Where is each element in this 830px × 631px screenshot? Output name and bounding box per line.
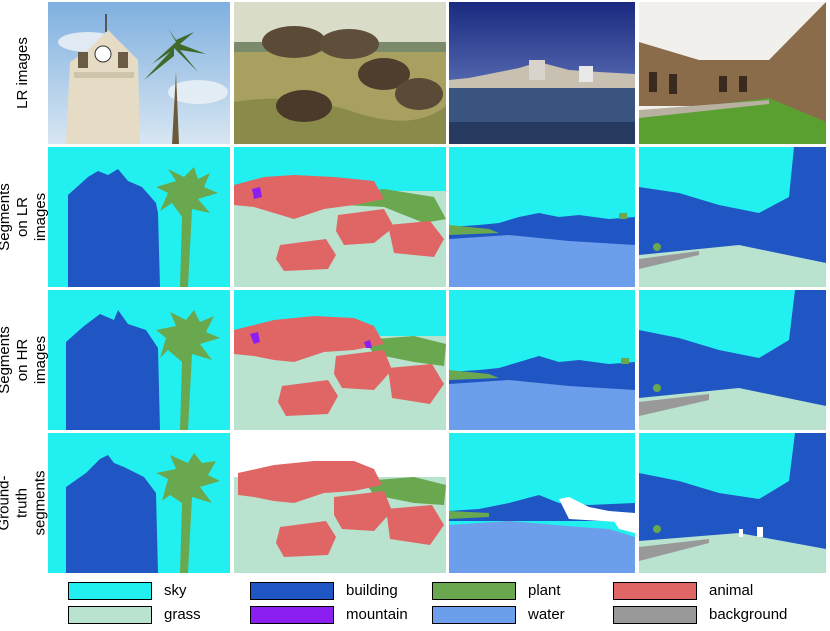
legend-swatch (68, 606, 152, 624)
seg-lr-courtyard (639, 147, 826, 287)
row-label-segments-hr: Segments on HR images (0, 326, 50, 394)
row-label-lr-images: LR images (14, 37, 32, 109)
gt-courtyard (639, 433, 826, 573)
photo-harbor (449, 2, 635, 144)
legend-swatch (432, 582, 516, 600)
legend-label: water (528, 606, 565, 623)
gt-tower (48, 433, 230, 573)
legend-label: sky (164, 582, 187, 599)
gt-harbor (449, 433, 635, 573)
legend-label: background (709, 606, 788, 623)
photo-bison (234, 2, 446, 144)
seg-hr-harbor (449, 290, 635, 430)
legend-swatch (68, 582, 152, 600)
seg-hr-tower (48, 290, 230, 430)
legend-label: plant (528, 582, 561, 599)
seg-lr-tower (48, 147, 230, 287)
photo-tower (48, 2, 230, 144)
seg-hr-bison (234, 290, 446, 430)
seg-hr-courtyard (639, 290, 826, 430)
row-label-ground-truth: Ground-truth segments (0, 470, 49, 536)
row-label-segments-lr: Segments on LR images (0, 183, 50, 251)
seg-lr-bison (234, 147, 446, 287)
seg-lr-harbor (449, 147, 635, 287)
legend-label: building (346, 582, 398, 599)
legend-swatch (250, 606, 334, 624)
legend-label: mountain (346, 606, 408, 623)
legend-swatch (250, 582, 334, 600)
legend-swatch (613, 582, 697, 600)
legend-swatch (613, 606, 697, 624)
photo-courtyard (639, 2, 826, 144)
legend-swatch (432, 606, 516, 624)
legend-label: grass (164, 606, 201, 623)
gt-bison (234, 433, 446, 573)
legend-label: animal (709, 582, 754, 599)
